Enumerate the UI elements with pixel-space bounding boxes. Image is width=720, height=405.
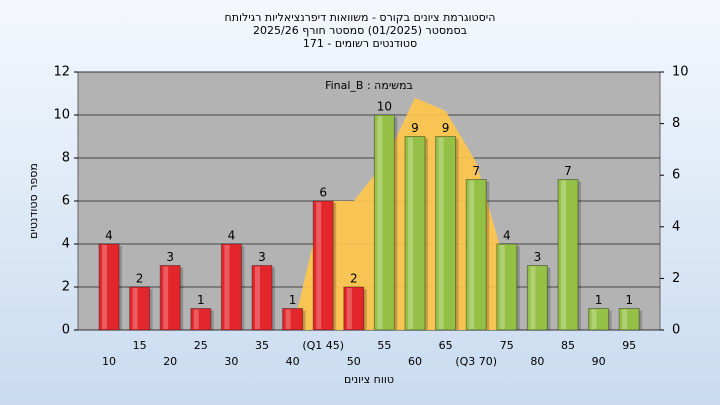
x-tick-label: 30: [224, 355, 238, 368]
bar: [251, 265, 273, 331]
bar: [496, 243, 518, 331]
bar: [618, 308, 640, 331]
value-label: 6: [319, 186, 327, 200]
y-tick-label: 12: [53, 65, 70, 80]
y2-tick-label: 6: [672, 168, 680, 183]
bar-highlight: [346, 288, 352, 329]
value-label: 1: [197, 293, 205, 307]
bar: [98, 243, 120, 331]
value-label: 1: [289, 293, 297, 307]
bar-highlight: [163, 266, 169, 329]
x-tick-label: 55: [377, 339, 391, 352]
bar: [129, 286, 151, 331]
x-tick-label: 40: [286, 355, 300, 368]
x-tick-label: 80: [530, 355, 544, 368]
bar-highlight: [469, 180, 475, 329]
value-label: 7: [564, 164, 572, 178]
value-label: 3: [534, 250, 542, 264]
bar-highlight: [224, 245, 230, 329]
chart-title: היסטוגרמת ציונים בקורס - משוואות דיפרנצי…: [225, 11, 496, 24]
bar-highlight: [622, 309, 628, 329]
y-tick-label: 6: [62, 194, 70, 209]
x-tick-label: (Q1 45): [302, 339, 344, 352]
value-label: 3: [258, 250, 266, 264]
bar: [557, 179, 579, 331]
value-label: 4: [105, 229, 113, 243]
x-tick-label: 15: [133, 339, 147, 352]
x-tick-label: 90: [592, 355, 606, 368]
annotation: במשימה : Final_B: [325, 79, 413, 92]
bar-highlight: [132, 288, 138, 329]
bar: [190, 308, 212, 331]
x-tick-label: 20: [163, 355, 177, 368]
bar: [526, 265, 548, 331]
x-tick-label: 50: [347, 355, 361, 368]
bar: [588, 308, 610, 331]
bar-highlight: [530, 266, 536, 329]
bar: [159, 265, 181, 331]
bar-highlight: [316, 202, 322, 329]
x-axis-label: טווח ציונים: [344, 373, 394, 386]
x-tick-label: 10: [102, 355, 116, 368]
value-label: 9: [411, 121, 419, 135]
value-label: 3: [166, 250, 174, 264]
chart-subtitle: בסמסטר (01/2025) סמסטר חורף 2025/26: [253, 24, 467, 37]
y2-tick-label: 8: [672, 116, 680, 131]
x-tick-label: 95: [622, 339, 636, 352]
y2-tick-label: 4: [672, 219, 680, 234]
bar-highlight: [561, 180, 566, 329]
x-tick-label: (Q3 70): [455, 355, 497, 368]
x-tick-label: 85: [561, 339, 575, 352]
y-tick-label: 4: [62, 237, 70, 252]
bar-highlight: [591, 309, 597, 329]
value-label: 4: [503, 229, 511, 243]
bar: [435, 136, 457, 331]
bar: [220, 243, 242, 331]
x-tick-label: 60: [408, 355, 422, 368]
value-label: 2: [350, 272, 358, 286]
bar-highlight: [102, 245, 107, 329]
value-label: 4: [228, 229, 236, 243]
bar-highlight: [285, 309, 291, 329]
y-tick-label: 10: [53, 108, 70, 123]
y-axis-label: מספר סטודנטים: [27, 163, 40, 239]
chart-subtitle: סטודנטים רשומים - 171: [303, 37, 417, 50]
bar: [282, 308, 304, 331]
bar-highlight: [438, 137, 444, 329]
y-tick-label: 2: [62, 280, 70, 295]
value-label: 2: [136, 272, 144, 286]
bar-highlight: [255, 266, 260, 329]
bar: [465, 179, 487, 331]
x-tick-label: 25: [194, 339, 208, 352]
bar-highlight: [193, 309, 199, 329]
bar-highlight: [377, 116, 383, 329]
value-label: 1: [595, 293, 603, 307]
value-label: 9: [442, 121, 450, 135]
bar: [373, 114, 395, 331]
x-tick-label: 35: [255, 339, 269, 352]
x-tick-label: 65: [439, 339, 453, 352]
value-label: 7: [472, 164, 480, 178]
bar: [343, 286, 365, 331]
y2-tick-label: 10: [672, 65, 689, 80]
value-label: 1: [625, 293, 633, 307]
bar: [404, 136, 426, 331]
x-tick-label: 75: [500, 339, 514, 352]
bar-highlight: [408, 137, 413, 329]
bar: [312, 200, 334, 331]
y2-tick-label: 2: [672, 271, 680, 286]
y2-tick-label: 0: [672, 323, 680, 338]
y-tick-label: 0: [62, 323, 70, 338]
bar-highlight: [499, 245, 505, 329]
y-tick-label: 8: [62, 151, 70, 166]
value-label: 10: [377, 100, 392, 114]
